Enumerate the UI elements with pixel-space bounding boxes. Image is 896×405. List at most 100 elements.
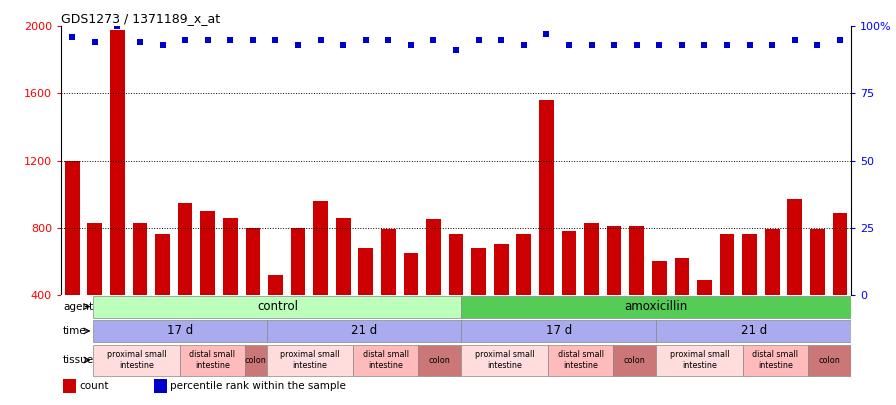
Bar	[93, 296, 461, 318]
Bar	[657, 345, 743, 376]
Point	[719, 42, 734, 48]
Bar	[65, 160, 80, 295]
Bar	[418, 345, 461, 376]
Bar	[461, 345, 548, 376]
Point	[246, 36, 260, 43]
Bar	[461, 320, 657, 342]
Bar	[697, 280, 711, 295]
Point	[110, 23, 125, 30]
Bar	[629, 226, 644, 295]
Bar	[613, 345, 657, 376]
Bar	[426, 219, 441, 295]
Point	[832, 36, 847, 43]
Bar	[539, 100, 554, 295]
Text: agent: agent	[63, 301, 93, 311]
Text: proximal small
intestine: proximal small intestine	[107, 350, 167, 370]
Point	[449, 47, 463, 54]
Text: amoxicillin: amoxicillin	[625, 300, 688, 313]
Point	[697, 42, 711, 48]
Point	[743, 42, 757, 48]
Bar	[471, 248, 486, 295]
Point	[539, 31, 554, 38]
Text: colon: colon	[429, 356, 451, 364]
Bar	[494, 245, 509, 295]
Text: distal small
intestine: distal small intestine	[753, 350, 798, 370]
Point	[133, 39, 147, 46]
Text: colon: colon	[819, 356, 840, 364]
Bar	[63, 379, 76, 393]
Bar	[133, 223, 147, 295]
Bar	[808, 345, 851, 376]
Point	[358, 36, 373, 43]
Bar	[88, 223, 102, 295]
Text: distal small
intestine: distal small intestine	[363, 350, 409, 370]
Point	[765, 42, 780, 48]
Point	[291, 42, 306, 48]
Bar	[584, 223, 599, 295]
Point	[584, 42, 599, 48]
Bar	[832, 213, 848, 295]
Bar	[381, 229, 396, 295]
Bar	[562, 231, 576, 295]
Text: proximal small
intestine: proximal small intestine	[475, 350, 535, 370]
Bar	[353, 345, 418, 376]
Bar	[290, 228, 306, 295]
Bar	[719, 234, 735, 295]
Point	[336, 42, 350, 48]
Bar	[657, 320, 851, 342]
Text: count: count	[80, 382, 108, 391]
Bar	[268, 275, 283, 295]
Bar	[180, 345, 245, 376]
Bar	[788, 199, 802, 295]
Bar	[449, 234, 463, 295]
Point	[155, 42, 169, 48]
Bar	[314, 201, 328, 295]
Text: control: control	[257, 300, 298, 313]
Bar	[110, 30, 125, 295]
Bar	[155, 234, 170, 295]
Bar	[652, 261, 667, 295]
Bar	[607, 226, 622, 295]
Point	[381, 36, 395, 43]
Bar	[403, 253, 418, 295]
Bar	[223, 217, 237, 295]
Text: 17 d: 17 d	[167, 324, 194, 337]
Point	[88, 39, 102, 46]
Text: distal small
intestine: distal small intestine	[189, 350, 236, 370]
Point	[426, 36, 441, 43]
Bar	[461, 296, 851, 318]
Text: GDS1273 / 1371189_x_at: GDS1273 / 1371189_x_at	[61, 12, 220, 25]
Text: percentile rank within the sample: percentile rank within the sample	[170, 382, 346, 391]
Bar	[765, 229, 780, 295]
Text: colon: colon	[624, 356, 645, 364]
Point	[607, 42, 621, 48]
Point	[517, 42, 531, 48]
Bar	[358, 248, 373, 295]
Point	[404, 42, 418, 48]
Point	[494, 36, 508, 43]
Bar	[201, 211, 215, 295]
Point	[471, 36, 486, 43]
Point	[201, 36, 215, 43]
Bar	[177, 202, 193, 295]
Point	[788, 36, 802, 43]
Bar	[93, 345, 180, 376]
Bar	[742, 234, 757, 295]
Point	[223, 36, 237, 43]
Bar	[93, 320, 267, 342]
Point	[268, 36, 282, 43]
Text: colon: colon	[245, 356, 267, 364]
Bar	[267, 345, 353, 376]
Bar	[336, 217, 350, 295]
Bar	[154, 379, 167, 393]
Text: 21 d: 21 d	[351, 324, 377, 337]
Text: proximal small
intestine: proximal small intestine	[670, 350, 729, 370]
Point	[810, 42, 824, 48]
Bar	[246, 228, 260, 295]
Point	[675, 42, 689, 48]
Bar	[548, 345, 613, 376]
Point	[314, 36, 328, 43]
Point	[562, 42, 576, 48]
Text: proximal small
intestine: proximal small intestine	[280, 350, 340, 370]
Text: distal small
intestine: distal small intestine	[557, 350, 604, 370]
